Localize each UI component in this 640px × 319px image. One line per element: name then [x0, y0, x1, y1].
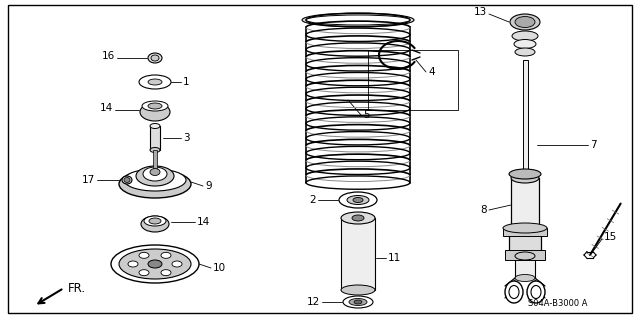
Ellipse shape	[142, 101, 168, 111]
Text: 14: 14	[197, 217, 211, 227]
Text: 14: 14	[100, 103, 113, 113]
Ellipse shape	[509, 286, 519, 299]
Ellipse shape	[161, 252, 171, 258]
Ellipse shape	[515, 252, 535, 260]
Text: 17: 17	[82, 175, 95, 185]
Ellipse shape	[354, 300, 362, 304]
Bar	[509, 228, 541, 256]
Ellipse shape	[139, 75, 171, 89]
Ellipse shape	[143, 167, 167, 181]
Ellipse shape	[150, 123, 160, 129]
Ellipse shape	[511, 173, 539, 183]
Bar	[150, 126, 160, 150]
Text: S04A-B3000 A: S04A-B3000 A	[529, 299, 588, 308]
Ellipse shape	[124, 177, 130, 182]
Ellipse shape	[341, 212, 375, 224]
Ellipse shape	[509, 169, 541, 179]
Bar	[523, 60, 528, 178]
Ellipse shape	[161, 270, 171, 276]
Ellipse shape	[139, 270, 149, 276]
Ellipse shape	[140, 103, 170, 121]
Text: FR.: FR.	[68, 281, 86, 294]
Ellipse shape	[144, 216, 166, 226]
Ellipse shape	[515, 17, 535, 27]
Text: 11: 11	[388, 253, 401, 263]
Bar	[503, 228, 547, 236]
Bar	[341, 218, 375, 290]
Ellipse shape	[527, 281, 545, 303]
Text: 15: 15	[604, 232, 617, 242]
Text: 4: 4	[428, 67, 435, 77]
Ellipse shape	[349, 299, 367, 306]
Ellipse shape	[339, 192, 377, 208]
Ellipse shape	[111, 245, 199, 283]
Ellipse shape	[531, 286, 541, 299]
Ellipse shape	[139, 252, 149, 258]
Ellipse shape	[150, 147, 160, 152]
Text: 12: 12	[307, 297, 320, 307]
Text: 3: 3	[183, 133, 189, 143]
Ellipse shape	[514, 40, 536, 48]
Text: 8: 8	[481, 205, 487, 215]
Ellipse shape	[505, 281, 523, 303]
Ellipse shape	[119, 170, 191, 198]
Ellipse shape	[148, 103, 162, 109]
Ellipse shape	[148, 79, 162, 85]
Ellipse shape	[122, 176, 132, 184]
Text: 10: 10	[213, 263, 226, 273]
Ellipse shape	[347, 196, 369, 204]
Ellipse shape	[136, 166, 174, 186]
Ellipse shape	[510, 14, 540, 30]
Bar	[505, 250, 545, 260]
Ellipse shape	[352, 215, 364, 221]
Ellipse shape	[141, 216, 169, 232]
Ellipse shape	[341, 285, 375, 295]
Bar	[153, 150, 157, 172]
Ellipse shape	[302, 13, 414, 27]
Text: 1: 1	[183, 77, 189, 87]
Ellipse shape	[150, 168, 160, 175]
Ellipse shape	[306, 15, 410, 25]
Text: 7: 7	[590, 140, 596, 150]
Ellipse shape	[151, 55, 159, 61]
Ellipse shape	[119, 249, 191, 279]
Text: 13: 13	[474, 7, 487, 17]
Bar	[368, 50, 458, 110]
Ellipse shape	[511, 224, 539, 232]
Ellipse shape	[353, 197, 363, 203]
Bar	[511, 178, 539, 228]
Ellipse shape	[148, 53, 162, 63]
Ellipse shape	[149, 218, 161, 224]
Ellipse shape	[148, 260, 162, 268]
Ellipse shape	[515, 275, 535, 281]
Ellipse shape	[172, 261, 182, 267]
Ellipse shape	[124, 169, 186, 191]
Ellipse shape	[343, 296, 373, 308]
Text: 9: 9	[205, 181, 212, 191]
Text: 5: 5	[363, 110, 370, 120]
Ellipse shape	[128, 261, 138, 267]
Text: 2: 2	[309, 195, 316, 205]
Ellipse shape	[515, 48, 535, 56]
Ellipse shape	[503, 223, 547, 233]
Text: 16: 16	[102, 51, 115, 61]
Bar	[515, 256, 535, 278]
Ellipse shape	[512, 31, 538, 41]
